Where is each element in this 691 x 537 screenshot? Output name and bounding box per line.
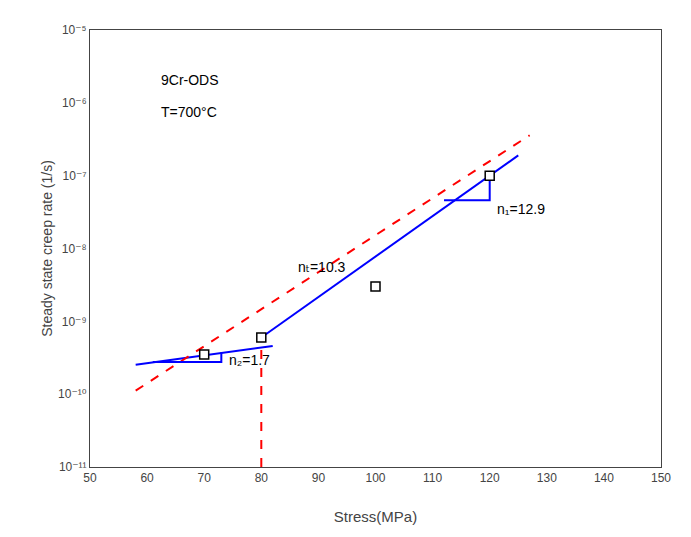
svg-text:120: 120 (480, 471, 500, 485)
svg-text:10⁻⁸: 10⁻⁸ (62, 242, 87, 256)
svg-text:130: 130 (537, 471, 557, 485)
svg-text:10⁻⁶: 10⁻⁶ (62, 96, 87, 110)
svg-text:Steady state creep rate (1/s): Steady state creep rate (1/s) (39, 160, 55, 337)
svg-text:Stress(MPa): Stress(MPa) (334, 508, 417, 525)
svg-text:100: 100 (365, 471, 385, 485)
svg-text:10⁻⁵: 10⁻⁵ (62, 23, 87, 37)
svg-text:70: 70 (198, 471, 212, 485)
svg-text:10⁻⁹: 10⁻⁹ (62, 315, 87, 329)
svg-text:10⁻¹⁰: 10⁻¹⁰ (58, 387, 87, 401)
svg-text:10⁻¹¹: 10⁻¹¹ (59, 460, 87, 474)
svg-text:50: 50 (83, 471, 97, 485)
svg-text:60: 60 (140, 471, 154, 485)
svg-text:10⁻⁷: 10⁻⁷ (63, 169, 87, 183)
svg-text:n₁=12.9: n₁=12.9 (497, 201, 545, 217)
svg-text:110: 110 (423, 471, 442, 485)
svg-text:n₂=1.7: n₂=1.7 (229, 352, 270, 368)
svg-text:140: 140 (594, 471, 614, 485)
svg-text:150: 150 (651, 471, 671, 485)
svg-text:T=700°C: T=700°C (161, 104, 217, 120)
svg-text:9Cr-ODS: 9Cr-ODS (161, 72, 219, 88)
svg-text:80: 80 (255, 471, 269, 485)
svg-text:90: 90 (312, 471, 326, 485)
svg-text:nₜ=10.3: nₜ=10.3 (298, 259, 346, 275)
